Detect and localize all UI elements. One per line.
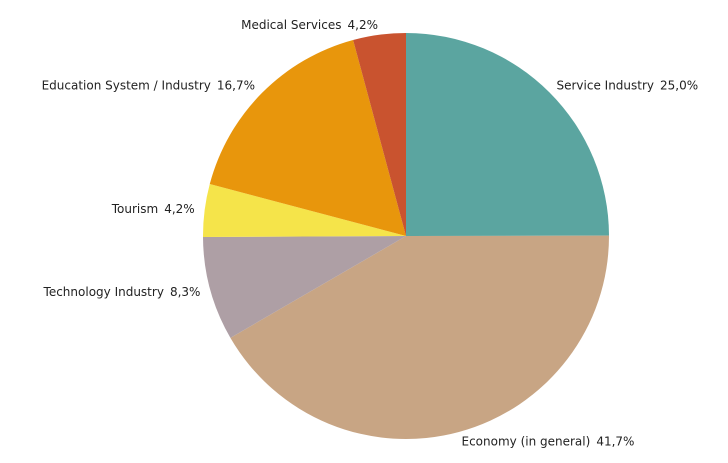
category-label: Education System / Industry — [42, 78, 211, 92]
slice-label: Education System / Industry 16,7% — [42, 78, 255, 92]
slice-label: Medical Services 4,2% — [241, 17, 378, 31]
slice-label: Service Industry 25,0% — [556, 78, 698, 92]
value-label: 41,7% — [596, 434, 634, 448]
category-label: Service Industry — [556, 78, 654, 92]
category-label: Medical Services — [241, 17, 341, 31]
value-label: 25,0% — [660, 78, 698, 92]
slice-label: Technology Industry 8,3% — [43, 284, 201, 298]
pie-slice — [230, 235, 609, 439]
value-label: 16,7% — [217, 78, 255, 92]
slice-label: Tourism 4,2% — [111, 201, 195, 215]
pie-slice — [202, 184, 406, 237]
value-label: 8,3% — [170, 284, 201, 298]
slice-label: Economy (in general) 41,7% — [462, 434, 635, 448]
value-label: 4,2% — [164, 201, 195, 215]
category-label: Tourism — [111, 201, 158, 215]
pie-slice — [406, 33, 609, 236]
pie-slice — [203, 236, 406, 338]
category-label: Economy (in general) — [462, 434, 591, 448]
value-label: 4,2% — [348, 17, 379, 31]
category-label: Technology Industry — [43, 284, 164, 298]
pie-slice — [209, 40, 406, 236]
pie-slice — [353, 33, 406, 236]
